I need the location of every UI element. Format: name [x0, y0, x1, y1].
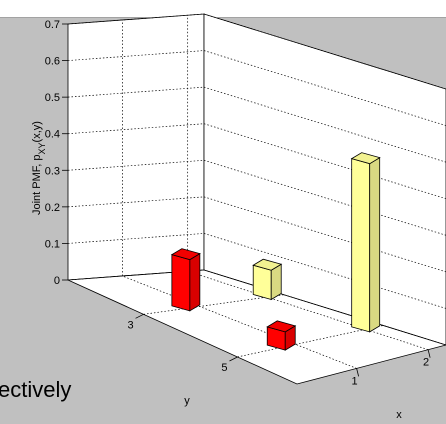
bar — [350, 152, 381, 333]
z-gridline-right — [203, 13, 446, 90]
bar — [170, 248, 201, 312]
x-tick-label: 1 — [352, 375, 358, 387]
floor-gridline-x — [187, 270, 429, 351]
bar-top — [266, 320, 297, 333]
z-gridline-right — [203, 50, 446, 126]
z-tick-label: 0 — [54, 275, 60, 287]
z-tick-label: 0.1 — [45, 238, 60, 250]
bar-front — [252, 264, 272, 301]
floor — [67, 269, 446, 385]
x-tick-mark — [356, 368, 359, 377]
z-tick-label: 0.5 — [45, 92, 60, 104]
y-tick-mark — [135, 313, 144, 319]
z-gridline-right — [203, 123, 446, 200]
z-axis-title: Joint PMF, pXY(x,y) — [31, 121, 47, 215]
y-axis-title: y — [184, 395, 190, 407]
y-tick-label: 5 — [221, 362, 227, 374]
z-tick-label: 0.6 — [45, 56, 60, 68]
z-gridline-right — [203, 233, 446, 309]
left-wall — [67, 13, 205, 281]
bar-front — [351, 158, 371, 333]
z-gridline-right — [203, 196, 446, 273]
background-text: ectively — [0, 377, 71, 402]
z-gridline-right — [203, 159, 446, 236]
floor-gridline-y — [143, 294, 284, 315]
y-tick-mark — [229, 356, 238, 362]
bar — [252, 258, 283, 301]
bar-front — [171, 254, 191, 312]
z-gridline-right — [203, 269, 446, 346]
top-strip — [0, 0, 446, 18]
bar-top — [252, 258, 283, 271]
y-tick-label: 3 — [127, 319, 133, 331]
x-tick-label: 2 — [423, 357, 429, 369]
z-tick-label: 0.2 — [45, 202, 60, 214]
bar-side — [369, 156, 381, 333]
bar-side — [189, 252, 201, 312]
z-tick-label: 0.3 — [45, 165, 60, 177]
floor-gridline-y — [237, 325, 384, 358]
z-tick-label: 0.7 — [45, 19, 60, 31]
bar-top — [170, 248, 201, 261]
bar-top — [350, 152, 381, 165]
x-tick-mark — [427, 349, 431, 358]
z-tick-label: 0.4 — [45, 129, 60, 141]
z-gridline-right — [203, 86, 446, 163]
bar — [266, 320, 297, 351]
x-axis-title: x — [396, 409, 402, 421]
